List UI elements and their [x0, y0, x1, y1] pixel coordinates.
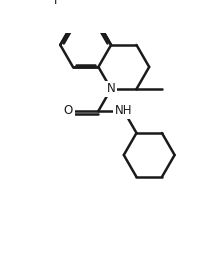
Text: O: O	[64, 105, 73, 117]
Text: F: F	[54, 0, 60, 7]
Text: NH: NH	[115, 105, 132, 117]
Text: N: N	[107, 82, 115, 96]
